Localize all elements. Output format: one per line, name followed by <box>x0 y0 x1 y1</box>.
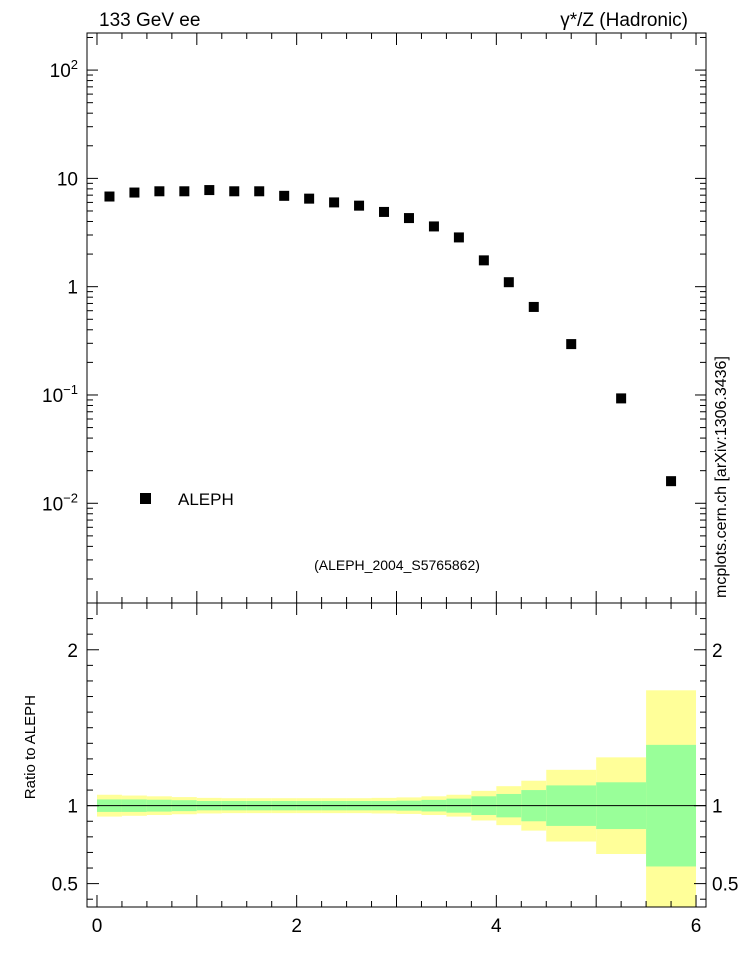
ratio-bands <box>87 690 706 907</box>
data-point-9 <box>329 197 340 208</box>
main-ytick-label-3: 10 <box>57 169 78 190</box>
data-point-8 <box>304 193 315 204</box>
ratio-xtick-label-3: 6 <box>691 916 702 937</box>
main-ytick-label-4: 102 <box>50 57 78 82</box>
data-point-4 <box>204 185 215 196</box>
data-point-18 <box>566 339 577 350</box>
ratio-ylabel: Ratio to ALEPH <box>22 695 39 799</box>
data-point-13 <box>428 221 439 232</box>
header-right-label: γ*/Z (Hadronic) <box>560 10 688 31</box>
data-point-16 <box>503 277 514 288</box>
data-point-11 <box>379 206 390 217</box>
legend-marker <box>140 493 151 504</box>
data-point-19 <box>616 393 627 404</box>
data-point-2 <box>154 186 165 197</box>
data-point-3 <box>179 186 190 197</box>
data-point-1 <box>129 187 140 198</box>
data-point-12 <box>403 213 414 224</box>
ratio-ytick-label-right-0: 0.5 <box>712 875 738 896</box>
data-point-5 <box>229 186 240 197</box>
ratio-xtick-label-0: 0 <box>92 916 103 937</box>
main-ytick-label-1: 10−1 <box>42 382 78 407</box>
ratio-ytick-label-left-0: 0.5 <box>52 875 78 896</box>
analysis-label: (ALEPH_2004_S5765862) <box>314 557 480 573</box>
side-label: mcplots.cern.ch [arXiv:1306.3436] <box>713 356 730 598</box>
data-point-15 <box>478 255 489 266</box>
data-point-10 <box>354 200 365 211</box>
ratio-ytick-label-left-1: 1 <box>67 797 78 818</box>
legend-label: ALEPH <box>178 490 234 509</box>
data-point-14 <box>453 232 464 243</box>
data-point-6 <box>254 186 265 197</box>
ratio-xtick-label-2: 4 <box>491 916 502 937</box>
header-left-label: 133 GeV ee <box>99 10 200 31</box>
data-point-7 <box>279 190 290 201</box>
data-points <box>104 185 677 487</box>
ratio-ytick-label-left-2: 2 <box>67 641 78 662</box>
data-point-17 <box>528 301 539 312</box>
data-point-0 <box>104 191 115 202</box>
data-point-20 <box>666 476 677 487</box>
main-ytick-label-0: 10−2 <box>42 490 78 515</box>
ratio-ytick-label-right-2: 2 <box>712 641 723 662</box>
axes: 10−2 10−1 1 10 102 0 2 4 6 0.5 0.5 1 1 2 2 <box>42 32 738 937</box>
ratio-xtick-label-1: 2 <box>291 916 302 937</box>
main-ytick-label-2: 1 <box>67 278 78 299</box>
ratio-ytick-label-right-1: 1 <box>712 797 723 818</box>
